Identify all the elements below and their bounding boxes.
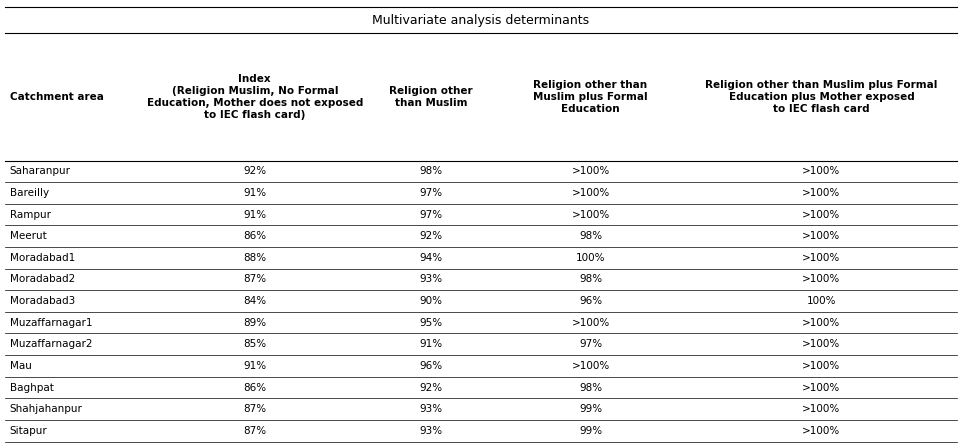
- Text: 91%: 91%: [243, 361, 266, 371]
- Text: Shahjahanpur: Shahjahanpur: [10, 404, 83, 414]
- Text: 92%: 92%: [243, 166, 266, 176]
- Text: Meerut: Meerut: [10, 231, 46, 241]
- Text: >100%: >100%: [571, 166, 609, 176]
- Text: >100%: >100%: [571, 188, 609, 198]
- Text: 92%: 92%: [419, 383, 442, 392]
- Text: 93%: 93%: [419, 404, 442, 414]
- Text: Rampur: Rampur: [10, 210, 51, 219]
- Text: Religion other than
Muslim plus Formal
Education: Religion other than Muslim plus Formal E…: [532, 80, 647, 114]
- Text: 94%: 94%: [419, 253, 442, 263]
- Text: Religion other than Muslim plus Formal
Education plus Mother exposed
to IEC flas: Religion other than Muslim plus Formal E…: [704, 80, 937, 114]
- Text: 87%: 87%: [243, 274, 266, 285]
- Text: 85%: 85%: [243, 339, 266, 349]
- Text: 86%: 86%: [243, 383, 266, 392]
- Text: Saharanpur: Saharanpur: [10, 166, 70, 176]
- Text: >100%: >100%: [571, 318, 609, 328]
- Text: 89%: 89%: [243, 318, 266, 328]
- Text: 91%: 91%: [419, 339, 442, 349]
- Text: Baghpat: Baghpat: [10, 383, 54, 392]
- Text: Multivariate analysis determinants: Multivariate analysis determinants: [372, 13, 589, 27]
- Text: Sitapur: Sitapur: [10, 426, 47, 436]
- Text: 98%: 98%: [579, 231, 602, 241]
- Text: 97%: 97%: [419, 210, 442, 219]
- Text: >100%: >100%: [801, 253, 840, 263]
- Text: 99%: 99%: [579, 426, 602, 436]
- Text: 92%: 92%: [419, 231, 442, 241]
- Text: Mau: Mau: [10, 361, 32, 371]
- Text: 87%: 87%: [243, 404, 266, 414]
- Text: >100%: >100%: [801, 188, 840, 198]
- Text: 97%: 97%: [579, 339, 602, 349]
- Text: 90%: 90%: [419, 296, 442, 306]
- Text: 98%: 98%: [579, 383, 602, 392]
- Text: >100%: >100%: [801, 274, 840, 285]
- Text: 96%: 96%: [579, 296, 602, 306]
- Text: 96%: 96%: [419, 361, 442, 371]
- Text: 100%: 100%: [806, 296, 835, 306]
- Text: >100%: >100%: [801, 210, 840, 219]
- Text: >100%: >100%: [571, 210, 609, 219]
- Text: Moradabad1: Moradabad1: [10, 253, 75, 263]
- Text: Muzaffarnagar2: Muzaffarnagar2: [10, 339, 92, 349]
- Text: 91%: 91%: [243, 188, 266, 198]
- Text: >100%: >100%: [801, 426, 840, 436]
- Text: 95%: 95%: [419, 318, 442, 328]
- Text: >100%: >100%: [801, 166, 840, 176]
- Text: Catchment area: Catchment area: [10, 92, 104, 102]
- Text: Religion other
than Muslim: Religion other than Muslim: [389, 86, 472, 108]
- Text: >100%: >100%: [801, 383, 840, 392]
- Text: >100%: >100%: [571, 361, 609, 371]
- Text: >100%: >100%: [801, 404, 840, 414]
- Text: 91%: 91%: [243, 210, 266, 219]
- Text: Muzaffarnagar1: Muzaffarnagar1: [10, 318, 92, 328]
- Text: 100%: 100%: [576, 253, 604, 263]
- Text: 99%: 99%: [579, 404, 602, 414]
- Text: 88%: 88%: [243, 253, 266, 263]
- Text: 98%: 98%: [419, 166, 442, 176]
- Text: Index
(Religion Muslim, No Formal
Education, Mother does not exposed
to IEC flas: Index (Religion Muslim, No Formal Educat…: [146, 74, 362, 120]
- Text: 93%: 93%: [419, 426, 442, 436]
- Text: Moradabad2: Moradabad2: [10, 274, 75, 285]
- Text: >100%: >100%: [801, 361, 840, 371]
- Text: 84%: 84%: [243, 296, 266, 306]
- Text: >100%: >100%: [801, 231, 840, 241]
- Text: >100%: >100%: [801, 339, 840, 349]
- Text: 97%: 97%: [419, 188, 442, 198]
- Text: Moradabad3: Moradabad3: [10, 296, 75, 306]
- Text: 98%: 98%: [579, 274, 602, 285]
- Text: >100%: >100%: [801, 318, 840, 328]
- Text: 93%: 93%: [419, 274, 442, 285]
- Text: 87%: 87%: [243, 426, 266, 436]
- Text: Bareilly: Bareilly: [10, 188, 49, 198]
- Text: 86%: 86%: [243, 231, 266, 241]
